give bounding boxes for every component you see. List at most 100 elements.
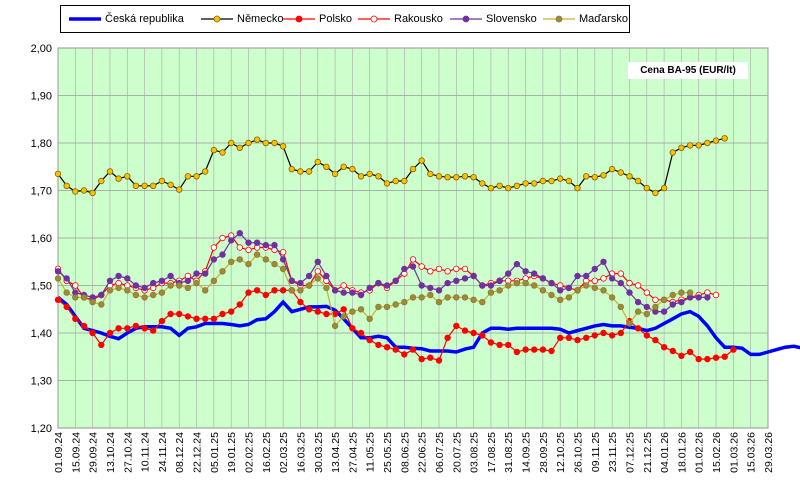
data-point <box>669 149 676 156</box>
legend-item: Polsko <box>281 6 352 32</box>
data-point <box>531 180 538 187</box>
data-point <box>660 296 668 303</box>
data-point <box>175 310 183 318</box>
data-point <box>115 325 122 332</box>
x-tick-label: 11.05.25 <box>365 432 377 472</box>
data-point <box>505 341 512 349</box>
data-point <box>461 173 469 180</box>
data-point <box>427 354 434 361</box>
x-tick-label: 05.01.25 <box>209 432 221 473</box>
x-tick-label: 08.12.24 <box>174 432 186 473</box>
data-point <box>505 282 512 289</box>
data-point <box>565 294 573 301</box>
data-point <box>167 310 174 318</box>
data-point <box>227 308 235 315</box>
data-point <box>115 284 122 292</box>
data-point <box>660 184 668 192</box>
data-point <box>124 287 131 294</box>
data-point <box>626 173 633 180</box>
legend-swatch <box>450 15 482 23</box>
x-tick-label: 02.03.25 <box>278 432 290 473</box>
x-tick-label: 03.08.25 <box>469 432 481 473</box>
data-point <box>227 237 235 244</box>
data-point <box>513 348 521 356</box>
series-line <box>56 296 800 357</box>
y-tick-label: 1,40 <box>31 328 52 340</box>
y-axis: 1,20 1,30 1,40 1,50 1,60 1,70 1,80 1,90 2,00 <box>31 43 52 435</box>
data-point <box>591 173 598 181</box>
data-point <box>184 173 192 180</box>
data-point <box>132 282 140 289</box>
data-point <box>557 296 564 303</box>
x-tick-label: 22.06.25 <box>417 432 429 473</box>
data-point <box>245 260 252 268</box>
data-point <box>271 241 278 249</box>
data-point <box>600 172 607 179</box>
series-Česká republika <box>56 296 800 357</box>
data-point <box>331 322 339 330</box>
data-point <box>366 170 373 178</box>
data-point <box>522 268 529 275</box>
data-point <box>98 177 105 185</box>
x-tick-label: 06.07.25 <box>434 432 446 473</box>
data-point <box>721 353 728 360</box>
data-point <box>444 279 451 287</box>
data-point <box>479 332 486 339</box>
data-point <box>652 336 659 344</box>
data-point <box>712 137 720 144</box>
data-point <box>574 287 581 294</box>
data-point <box>505 184 512 192</box>
data-point <box>427 268 434 275</box>
data-point <box>557 334 564 341</box>
data-point <box>89 329 96 337</box>
series-line <box>57 232 708 313</box>
data-point <box>608 275 616 282</box>
legend-swatch <box>201 15 233 23</box>
x-tick-label: 16.03.25 <box>295 432 307 473</box>
data-point <box>158 317 166 325</box>
data-point <box>245 139 252 147</box>
data-point <box>453 322 460 330</box>
data-point <box>305 306 313 313</box>
data-point <box>288 165 295 173</box>
data-point <box>201 270 209 277</box>
data-point <box>453 294 460 301</box>
data-point <box>63 182 70 189</box>
data-point <box>383 282 391 289</box>
x-tick-label: 25.05.25 <box>382 432 394 473</box>
data-point <box>106 277 114 284</box>
data-point <box>435 287 443 294</box>
data-point <box>158 177 166 185</box>
data-point <box>643 184 650 192</box>
data-point <box>219 310 226 318</box>
x-tick-label: 24.11.24 <box>157 432 169 472</box>
data-point <box>279 256 287 263</box>
data-point <box>643 303 650 311</box>
data-point <box>453 173 460 181</box>
data-point <box>106 168 114 175</box>
data-point <box>418 282 425 289</box>
data-point <box>340 289 347 296</box>
data-point <box>565 334 573 341</box>
data-point <box>297 168 304 175</box>
data-point <box>219 149 226 156</box>
data-point <box>401 298 408 306</box>
legend-item: Německo <box>199 6 283 32</box>
data-point <box>487 289 495 296</box>
data-point <box>427 284 434 292</box>
data-point <box>193 173 200 180</box>
data-point <box>253 136 261 143</box>
data-point <box>227 258 235 265</box>
data-point <box>496 182 503 189</box>
data-point <box>634 325 642 332</box>
x-tick-label: 27.04.25 <box>347 432 359 473</box>
data-point <box>470 296 477 303</box>
data-point <box>72 294 79 301</box>
data-point <box>643 332 650 339</box>
legend: Česká republika Německo Polsko Rakousko Slov… <box>60 5 630 33</box>
data-point <box>314 268 321 275</box>
x-tick-label: 22.12.24 <box>192 432 204 473</box>
data-point <box>149 182 157 189</box>
data-point <box>427 170 434 178</box>
data-point <box>704 294 711 301</box>
